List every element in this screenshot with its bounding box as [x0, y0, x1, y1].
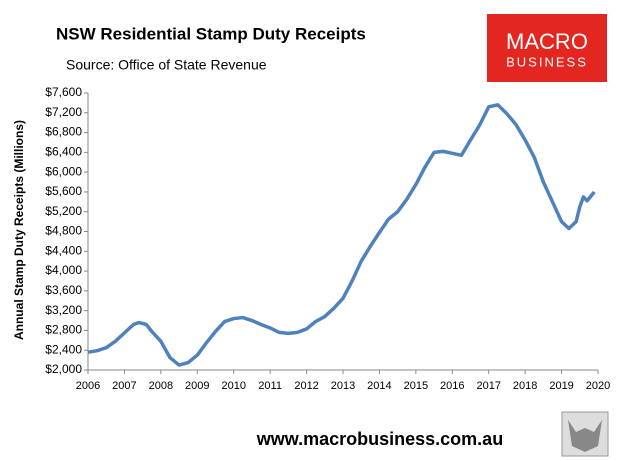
x-tick-label: 2018	[513, 380, 537, 392]
y-tick-label: $6,000	[45, 164, 82, 178]
x-tick-label: 2007	[112, 380, 136, 392]
y-tick-label: $4,000	[45, 263, 82, 277]
x-tick-label: 2015	[404, 380, 428, 392]
y-axis-label: Annual Stamp Duty Receipts (Millions)	[12, 120, 26, 340]
x-tick-label: 2016	[440, 380, 464, 392]
x-tick-label: 2006	[76, 380, 100, 392]
y-tick-label: $4,400	[45, 243, 82, 257]
x-tick-label: 2014	[367, 380, 391, 392]
chart-title: NSW Residential Stamp Duty Receipts	[56, 24, 366, 43]
footer-url: www.macrobusiness.com.au	[256, 429, 503, 449]
fox-icon	[568, 420, 602, 452]
x-tick-label: 2012	[294, 380, 318, 392]
x-tick-label: 2009	[185, 380, 209, 392]
y-tick-label: $2,000	[45, 362, 82, 376]
y-tick-label: $7,200	[45, 105, 82, 119]
x-tick-label: 2020	[586, 380, 610, 392]
x-tick-label: 2011	[258, 380, 282, 392]
y-tick-label: $4,800	[45, 224, 82, 238]
x-tick-label: 2010	[221, 380, 245, 392]
logo-text: MACRO	[506, 29, 588, 54]
x-tick-label: 2017	[476, 380, 500, 392]
x-tick-label: 2013	[331, 380, 355, 392]
y-tick-label: $2,800	[45, 323, 82, 337]
y-tick-label: $3,200	[45, 303, 82, 317]
y-tick-label: $3,600	[45, 283, 82, 297]
chart-subtitle: Source: Office of State Revenue	[66, 57, 267, 73]
x-tick-label: 2019	[549, 380, 573, 392]
y-tick-label: $5,200	[45, 204, 82, 218]
data-line	[87, 103, 596, 367]
logo-text: BUSINESS	[506, 54, 588, 69]
x-tick-label: 2008	[149, 380, 173, 392]
y-tick-label: $2,400	[45, 342, 82, 356]
logo-box	[487, 14, 607, 82]
y-tick-label: $5,600	[45, 184, 82, 198]
y-tick-label: $6,800	[45, 125, 82, 139]
y-tick-label: $7,600	[45, 85, 82, 99]
y-tick-label: $6,400	[45, 145, 82, 159]
